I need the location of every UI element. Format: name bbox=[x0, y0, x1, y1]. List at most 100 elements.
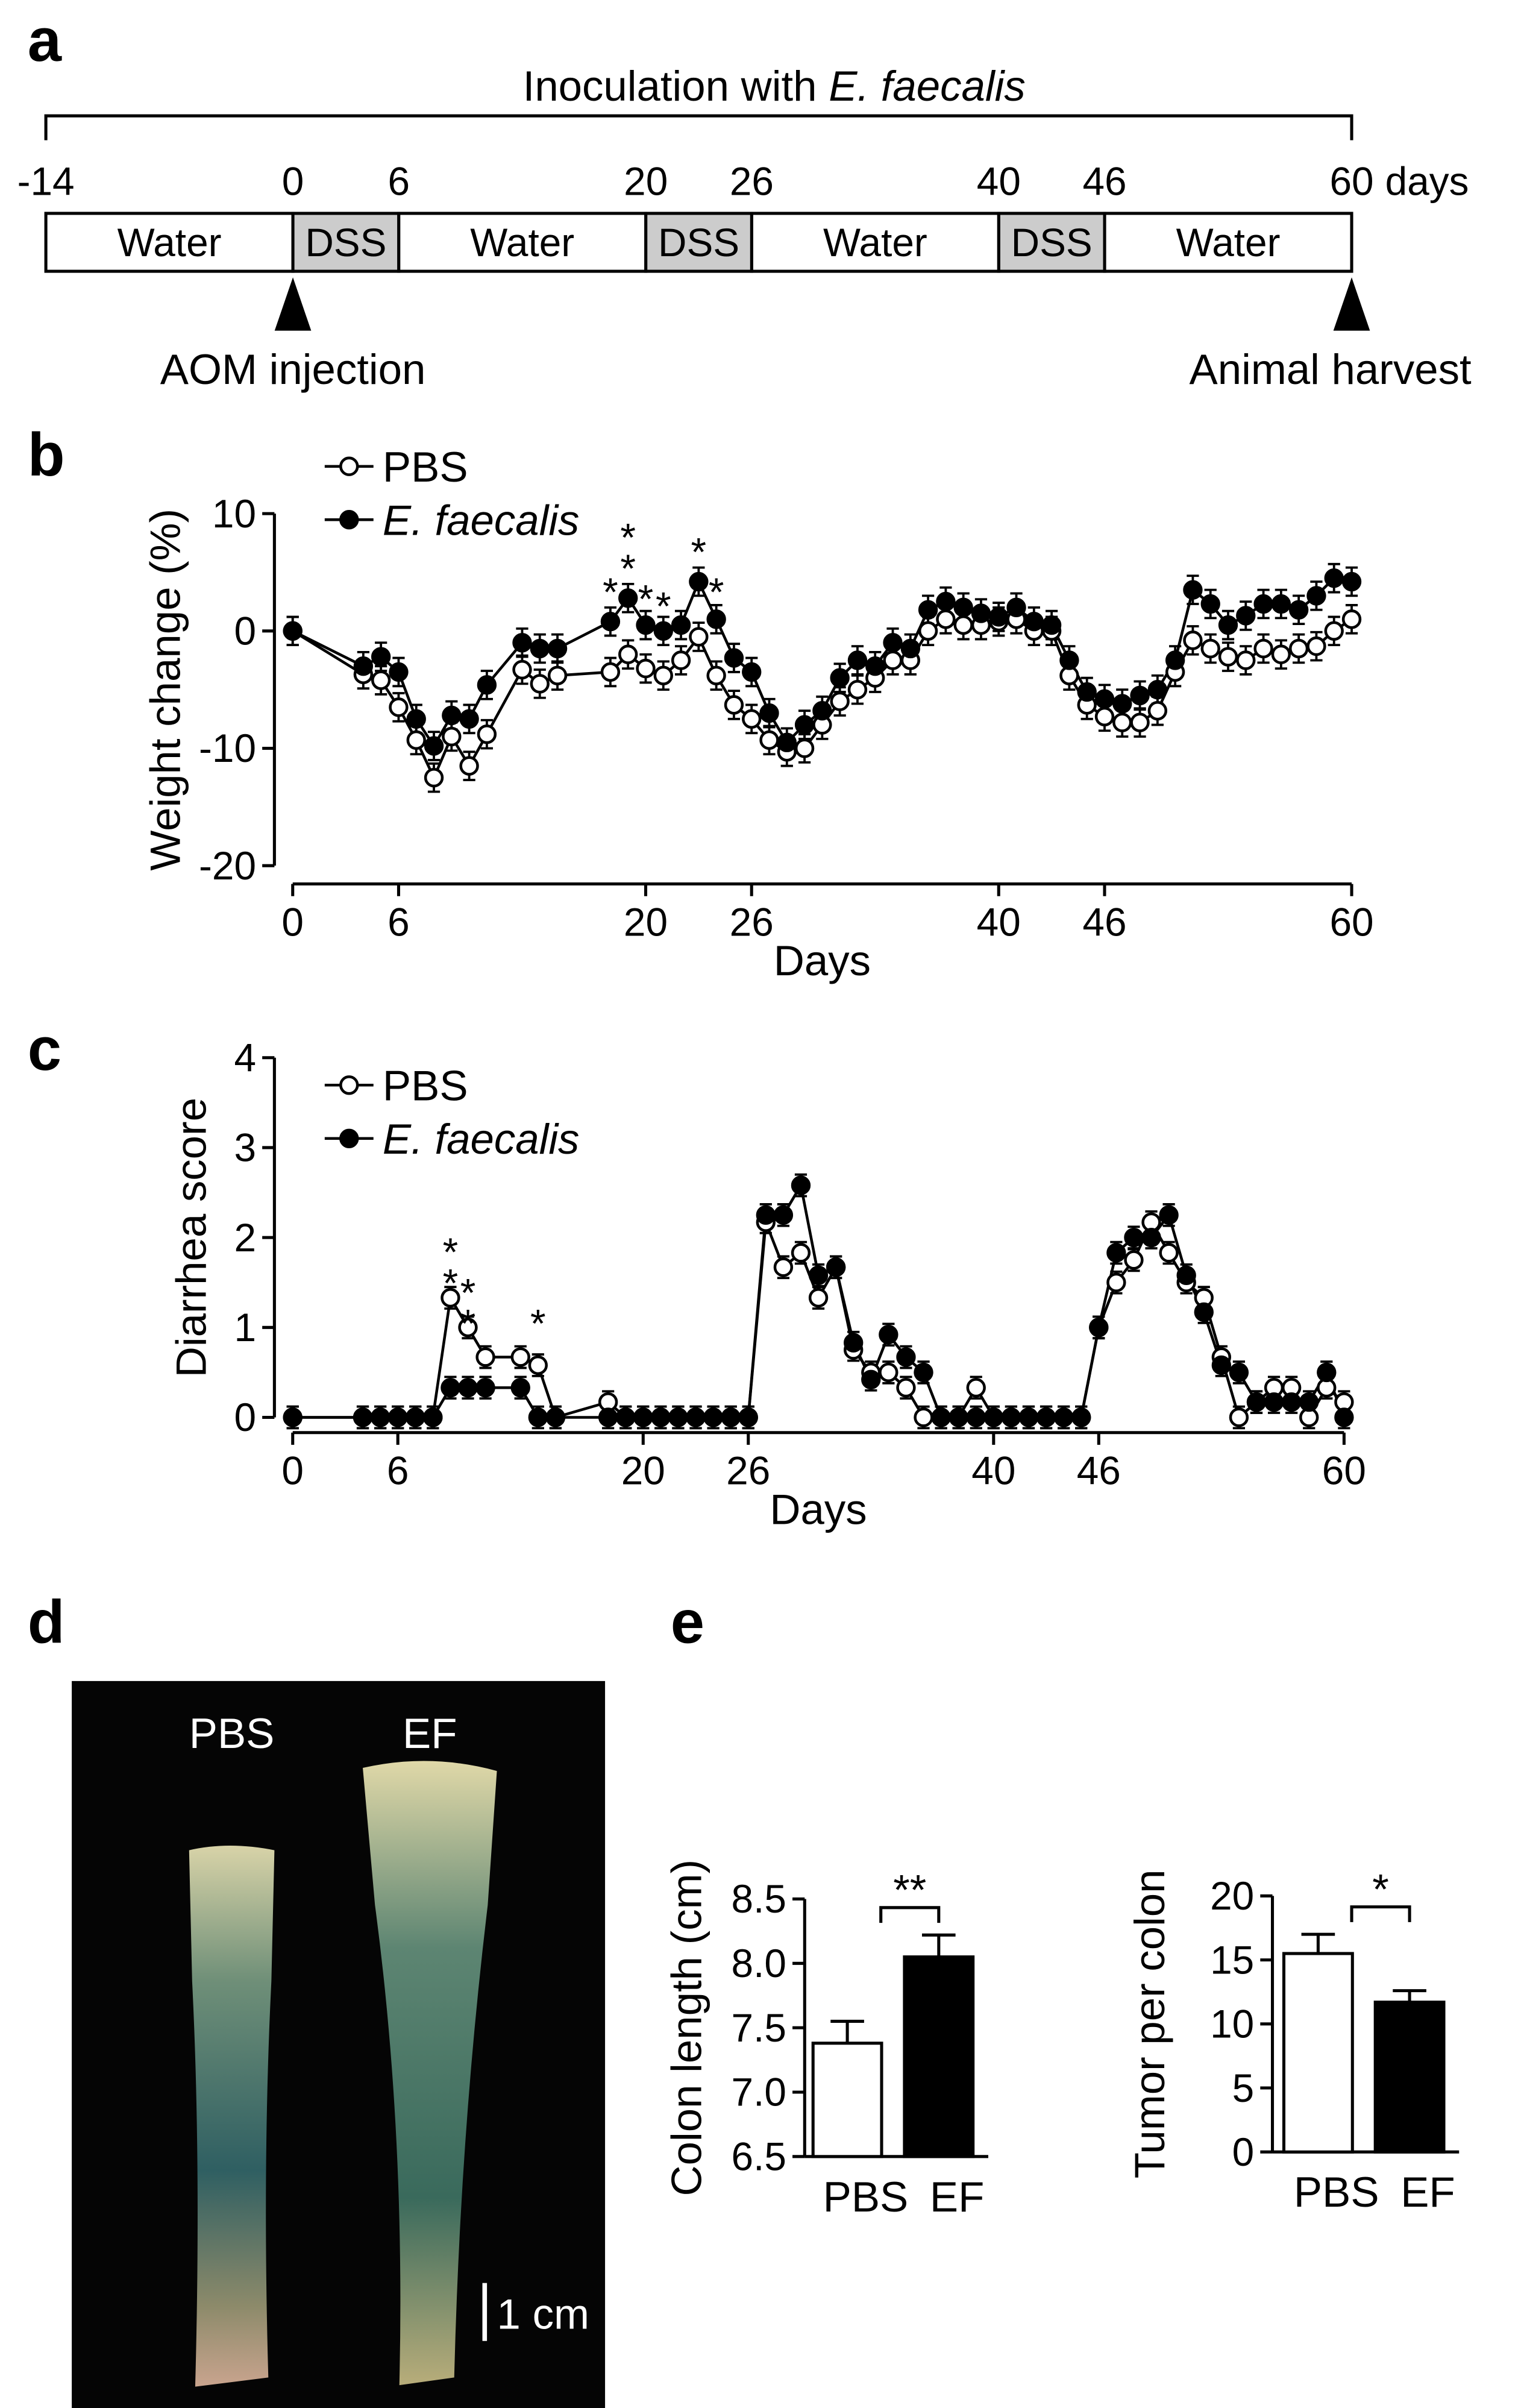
marker bbox=[371, 647, 391, 667]
marker bbox=[1159, 1205, 1179, 1225]
y-tick-label: 15 bbox=[1210, 1937, 1254, 1982]
marker bbox=[1229, 1362, 1249, 1383]
x-tick-label: 40 bbox=[971, 1448, 1015, 1493]
marker bbox=[598, 1407, 618, 1427]
error-bar bbox=[830, 2019, 864, 2043]
event-arrow bbox=[1333, 277, 1370, 331]
marker bbox=[1183, 630, 1203, 650]
marker bbox=[847, 679, 868, 700]
x-tick-label: 60 bbox=[1322, 1448, 1366, 1493]
marker bbox=[389, 697, 409, 717]
legend-label: PBS bbox=[383, 1063, 468, 1110]
marker bbox=[475, 1378, 495, 1398]
marker bbox=[1041, 615, 1062, 635]
panel-label: d bbox=[28, 1588, 65, 1656]
marker bbox=[459, 709, 479, 729]
annotation: * bbox=[641, 583, 686, 614]
y-tick-label: 5 bbox=[1232, 2066, 1255, 2110]
marker bbox=[600, 612, 621, 632]
bar bbox=[1373, 2001, 1446, 2154]
x-axis-label: Days bbox=[770, 1486, 867, 1533]
marker bbox=[1059, 650, 1079, 670]
marker bbox=[1147, 701, 1168, 721]
marker bbox=[371, 670, 391, 690]
marker bbox=[847, 650, 868, 670]
marker bbox=[353, 1407, 373, 1427]
segment-label: Water bbox=[823, 220, 927, 265]
y-axis-label: Diarrhea score bbox=[168, 1098, 216, 1377]
marker bbox=[883, 633, 903, 653]
marker bbox=[1141, 1227, 1161, 1248]
marker bbox=[441, 1378, 460, 1398]
marker bbox=[949, 1407, 968, 1427]
marker bbox=[528, 1355, 548, 1375]
y-tick-label: 2 bbox=[234, 1215, 256, 1260]
marker bbox=[1246, 1392, 1267, 1412]
y-axis-label: Tumor per colon bbox=[1126, 1869, 1174, 2178]
marker bbox=[370, 1407, 390, 1427]
marker bbox=[1159, 1243, 1179, 1263]
segment bbox=[750, 212, 1000, 273]
legend-marker bbox=[339, 456, 359, 476]
timeline-tick: -14 bbox=[17, 159, 75, 204]
marker bbox=[424, 736, 444, 756]
marker bbox=[1106, 1272, 1126, 1292]
segment-label: Water bbox=[118, 220, 222, 265]
marker bbox=[1183, 580, 1203, 600]
marker bbox=[1200, 594, 1220, 614]
photo bbox=[72, 1680, 606, 2408]
legend-marker bbox=[339, 1075, 359, 1095]
marker bbox=[1306, 586, 1326, 606]
marker bbox=[703, 1407, 723, 1427]
marker bbox=[706, 665, 726, 685]
marker bbox=[633, 1407, 653, 1427]
panel-label: c bbox=[28, 1015, 61, 1083]
timeline-tick: 40 bbox=[977, 159, 1021, 204]
annotation: * bbox=[694, 570, 739, 600]
marker bbox=[742, 662, 762, 682]
panel-label: e bbox=[671, 1588, 704, 1656]
marker bbox=[1211, 1355, 1232, 1375]
marker bbox=[773, 1205, 794, 1225]
y-axis-label: Colon length (cm) bbox=[663, 1859, 710, 2196]
marker bbox=[791, 1175, 811, 1195]
marker bbox=[966, 1407, 986, 1427]
marker bbox=[1106, 1243, 1126, 1263]
marker bbox=[423, 1407, 443, 1427]
marker bbox=[879, 1325, 898, 1345]
marker bbox=[742, 709, 762, 729]
timeline-tick: 6 bbox=[387, 159, 410, 204]
annotation: ** bbox=[428, 1230, 472, 1292]
marker bbox=[756, 1205, 776, 1225]
marker bbox=[459, 756, 479, 776]
significance: * bbox=[1372, 1866, 1389, 1914]
y-tick-label: 10 bbox=[212, 491, 256, 536]
y-axis-label: Weight change (%) bbox=[142, 509, 190, 871]
legend-label: E. faecalis bbox=[383, 497, 580, 544]
marker bbox=[530, 638, 550, 659]
bracket bbox=[44, 114, 1353, 140]
marker bbox=[879, 1362, 898, 1383]
event-label: Animal harvest bbox=[1190, 346, 1472, 394]
bar bbox=[1282, 1952, 1354, 2154]
marker bbox=[1176, 1265, 1196, 1285]
marker bbox=[865, 656, 885, 676]
segment bbox=[1103, 212, 1353, 273]
x-tick-label: 40 bbox=[977, 899, 1021, 944]
annotation: * bbox=[588, 570, 633, 600]
marker bbox=[600, 662, 621, 682]
marker bbox=[1130, 685, 1150, 706]
marker bbox=[830, 668, 850, 688]
timeline-tick: 60 bbox=[1329, 159, 1373, 204]
marker bbox=[861, 1369, 881, 1390]
marker bbox=[1200, 638, 1220, 659]
marker bbox=[1281, 1392, 1302, 1412]
marker bbox=[1218, 647, 1238, 667]
marker bbox=[477, 675, 497, 695]
marker bbox=[966, 1378, 986, 1398]
y-tick-label: 7.0 bbox=[732, 2070, 786, 2114]
marker bbox=[918, 600, 938, 620]
y-tick-label: 3 bbox=[234, 1125, 256, 1170]
marker bbox=[1053, 1407, 1074, 1427]
x-axis-label: Days bbox=[774, 937, 871, 985]
